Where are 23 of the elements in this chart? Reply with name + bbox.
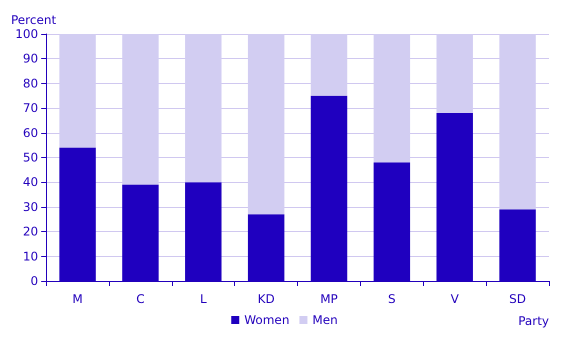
y-tick-label: 100 (15, 27, 38, 41)
x-tick-label: S (388, 292, 396, 306)
y-tick-label: 30 (22, 200, 38, 214)
y-tick-label: 50 (22, 150, 38, 164)
y-tick-label: 40 (22, 175, 38, 190)
y-tick-label: 70 (22, 101, 38, 116)
x-tick-label: MP (320, 292, 338, 306)
x-tick-label: C (136, 292, 145, 306)
y-tick-label: 60 (22, 126, 38, 140)
x-axis-title: Party (518, 314, 549, 328)
legend-label: Women (244, 313, 290, 327)
legend-label: Men (312, 313, 338, 327)
x-tick-label: M (72, 292, 83, 306)
x-tick-label: SD (509, 292, 526, 306)
y-tick-label: 90 (22, 52, 38, 66)
y-tick-label: 0 (30, 274, 38, 288)
x-tick-label: KD (258, 292, 275, 306)
y-axis-title: Percent (10, 13, 56, 27)
y-tick-label: 10 (22, 249, 38, 264)
x-tick-label: L (200, 292, 207, 306)
y-tick-label: 80 (22, 76, 38, 90)
x-tick-label: V (450, 292, 460, 306)
y-tick-label: 20 (22, 224, 38, 239)
